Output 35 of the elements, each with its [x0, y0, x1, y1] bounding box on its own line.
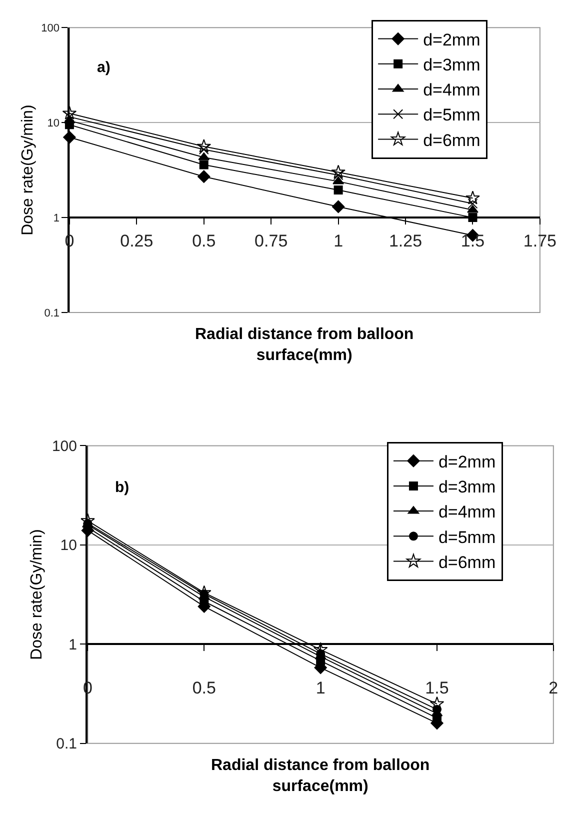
y-tick-label: 0.1: [44, 307, 60, 320]
y-tick-label: 10: [60, 537, 77, 554]
legend-label: d=6mm: [423, 130, 480, 150]
legend-label: d=6mm: [438, 552, 496, 572]
x-axis-title: Radial distance from balloon surface(mm): [211, 757, 430, 795]
x-tick-label: 0.75: [254, 232, 288, 251]
y-tick-label: 100: [52, 438, 77, 455]
legend-label: d=2mm: [423, 30, 480, 50]
y-tick-label: 10: [47, 117, 60, 130]
x-axis-title: Radial distance from balloon surface(mm): [195, 326, 414, 364]
legend-label: d=3mm: [423, 56, 480, 75]
legend-label: d=3mm: [438, 478, 496, 497]
x-tick-label: 1.75: [523, 232, 556, 251]
x-tick-label: 1.5: [460, 232, 485, 251]
y-tick-label: 1: [68, 636, 77, 654]
legend-label: d=4mm: [438, 502, 496, 522]
y-axis-title: Dose rate(Gy/min): [20, 104, 37, 236]
annotation: a): [97, 59, 110, 76]
x-tick-label: 1: [334, 232, 344, 251]
y-tick-label: 0.1: [56, 736, 77, 753]
annotation: b): [115, 479, 130, 496]
x-tick-label: 2: [548, 678, 558, 698]
legend-label: d=5mm: [438, 528, 496, 547]
x-tick-label: 0.25: [120, 232, 154, 251]
x-tick-label: 0.5: [192, 232, 216, 251]
y-axis-title: Dose rate(Gy/min): [28, 529, 46, 660]
y-tick-label: 100: [41, 22, 60, 34]
x-tick-label: 0.5: [192, 678, 216, 698]
x-tick-label: 1.5: [425, 678, 449, 698]
y-tick-label: 1: [53, 212, 60, 224]
x-tick-label: 1.25: [388, 232, 422, 251]
legend-label: d=2mm: [438, 452, 496, 472]
legend-label: d=4mm: [423, 80, 480, 100]
x-tick-label: 1: [316, 678, 326, 698]
legend-label: d=5mm: [423, 106, 480, 125]
